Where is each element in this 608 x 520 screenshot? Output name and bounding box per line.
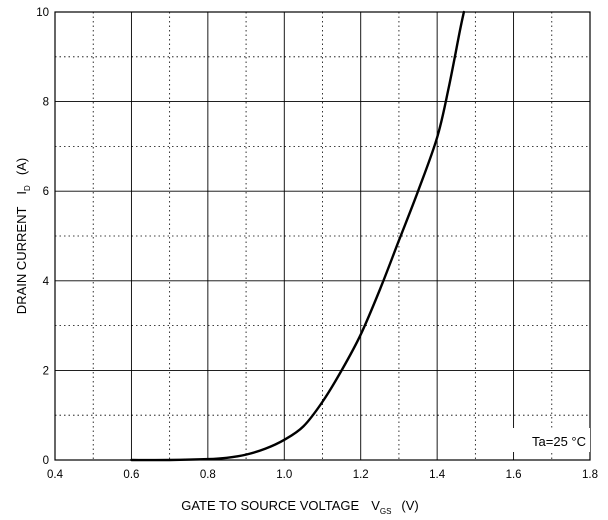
y-tick-label: 10: [36, 7, 49, 19]
x-tick-label: 1.8: [582, 469, 598, 481]
x-tick-label: 1.2: [353, 469, 369, 481]
y-axis-label: DRAIN CURRENT ID (A): [14, 158, 32, 314]
x-tick-labels: 0.4 0.6 0.8 1.0 1.2 1.4 1.6 1.8: [47, 469, 598, 481]
minor-gridlines: [55, 12, 590, 460]
y-tick-label: 4: [43, 276, 50, 288]
x-tick-label: 0.4: [47, 469, 64, 481]
major-gridlines: [55, 12, 590, 460]
drain-current-curve: [130, 10, 466, 462]
y-tick-labels: 0 2 4 6 8 10: [36, 7, 49, 467]
x-tick-label: 1.0: [276, 469, 292, 481]
plot-frame: [54, 11, 591, 461]
y-axis-label-subscript: D: [23, 185, 32, 191]
y-tick-label: 2: [43, 365, 49, 377]
y-axis-label-main: DRAIN CURRENT: [14, 207, 29, 315]
x-tick-label: 0.6: [123, 469, 139, 481]
y-axis-label-unit: (A): [14, 158, 29, 175]
annotation-background: [508, 428, 590, 452]
y-tick-label: 8: [43, 97, 49, 109]
y-axis-label-symbol: I: [14, 191, 29, 195]
x-axis-label-symbol: V: [371, 498, 380, 513]
temperature-annotation: Ta=25 °C: [532, 434, 586, 449]
x-axis-label-main: GATE TO SOURCE VOLTAGE: [181, 498, 359, 513]
x-axis-label-unit: (V): [401, 498, 418, 513]
x-tick-label: 0.8: [200, 469, 216, 481]
y-tick-label: 6: [43, 186, 49, 198]
y-tick-label: 0: [43, 455, 49, 467]
x-axis-label-subscript: GS: [380, 507, 392, 516]
x-axis-label: GATE TO SOURCE VOLTAGE VGS (V): [181, 498, 419, 516]
x-tick-label: 1.6: [506, 469, 522, 481]
x-tick-label: 1.4: [429, 469, 446, 481]
